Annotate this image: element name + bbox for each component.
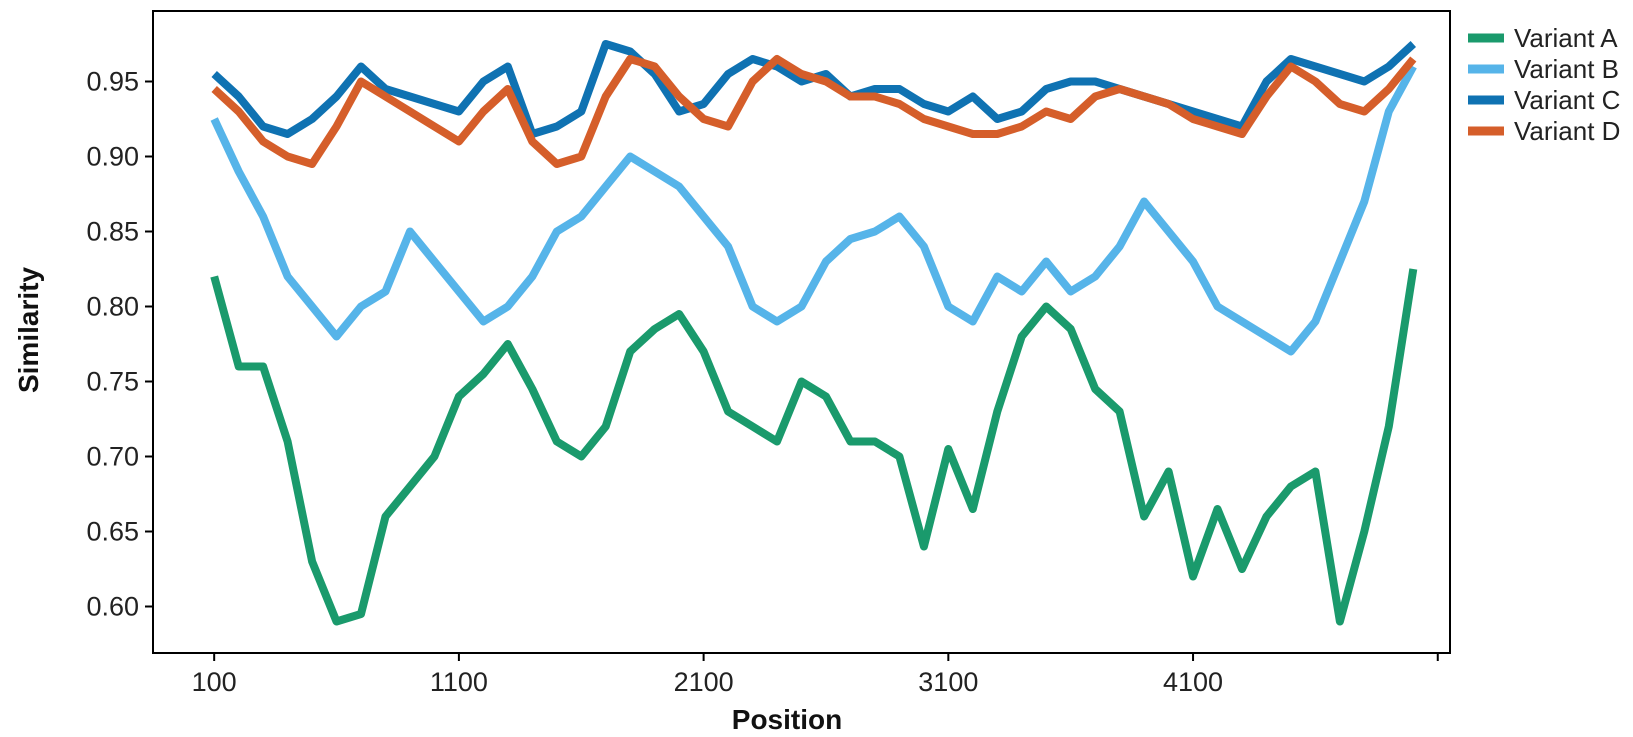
y-tick-label: 0.65	[86, 517, 139, 547]
y-tick-label: 0.95	[86, 67, 139, 97]
x-axis-title: Position	[732, 704, 842, 735]
x-tick-label: 3100	[918, 667, 978, 697]
legend-label-2: Variant B	[1514, 54, 1619, 84]
series-line-4	[211, 55, 1417, 168]
series-line-1	[210, 268, 1418, 626]
x-tick-label: 1100	[430, 667, 488, 697]
y-tick-label: 0.80	[86, 292, 139, 322]
y-tick-label: 0.70	[86, 442, 139, 472]
series-line-2	[210, 64, 1417, 356]
x-tick-label: 4100	[1163, 667, 1223, 697]
y-tick-label: 0.90	[86, 142, 139, 172]
y-tick-label: 0.60	[86, 592, 139, 622]
plot-lines	[210, 40, 1418, 626]
y-tick-label: 0.85	[86, 217, 139, 247]
legend-label-1: Variant A	[1514, 23, 1618, 53]
y-axis-title: Similarity	[13, 267, 44, 393]
legend-label-4: Variant D	[1514, 116, 1620, 146]
series-line-3	[211, 40, 1417, 138]
x-tick-label: 2100	[674, 667, 734, 697]
y-tick-label: 0.75	[86, 367, 139, 397]
x-axis: 100 1100 2100 3100 4100	[192, 653, 1439, 697]
legend-label-3: Variant C	[1514, 85, 1620, 115]
y-axis: 0.60 0.65 0.70 0.75 0.80 0.85 0.90 0.95	[86, 67, 153, 622]
x-tick-label: 100	[192, 667, 237, 697]
plot-frame	[152, 10, 1451, 654]
